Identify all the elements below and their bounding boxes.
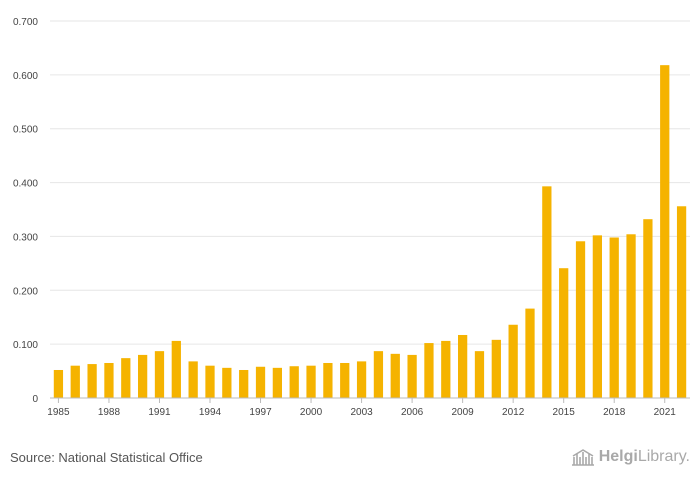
bar-1988 xyxy=(104,362,114,398)
x-tick-label: 1991 xyxy=(148,407,171,418)
bar-2020 xyxy=(643,219,653,398)
x-axis-ticks: 1985 1988 1991 1994 1997 2000 2003 2006 2009 2012… xyxy=(47,398,676,418)
y-tick-label: 0.600 xyxy=(13,71,38,82)
y-axis-ticks: 0 0.100 0.200 0.300 0.400 0.500 0.600 0.700 xyxy=(13,17,38,405)
bar-2013 xyxy=(525,308,535,398)
bar-2008 xyxy=(441,340,451,398)
bar-2012 xyxy=(508,324,518,398)
x-tick-label: 2021 xyxy=(654,407,677,418)
brand-name-light: Library. xyxy=(637,448,690,465)
bar-1989 xyxy=(121,358,131,398)
bar-1987 xyxy=(87,364,97,398)
bar-1993 xyxy=(188,361,198,398)
bar-2002 xyxy=(340,362,350,398)
bar-2014 xyxy=(542,186,552,398)
y-tick-label: 0.400 xyxy=(13,179,38,190)
bar-2011 xyxy=(491,339,501,398)
bar-1992 xyxy=(171,340,181,398)
bar-1998 xyxy=(272,367,282,398)
x-tick-label: 2015 xyxy=(553,407,576,418)
x-tick-label: 2006 xyxy=(401,407,424,418)
bar-2010 xyxy=(474,351,485,398)
bar-2000 xyxy=(306,365,316,398)
y-tick-label: 0.200 xyxy=(13,286,38,297)
y-tick-label: 0 xyxy=(32,394,38,405)
bar-2003 xyxy=(356,361,367,398)
bar-1990 xyxy=(138,354,148,398)
bar-1999 xyxy=(289,366,299,398)
brand-name-bold: Helgi xyxy=(598,448,638,465)
x-tick-label: 2009 xyxy=(452,407,475,418)
x-tick-label: 2000 xyxy=(300,407,323,418)
bar-1991 xyxy=(154,351,165,398)
y-tick-label: 0.700 xyxy=(13,17,38,28)
y-tick-label: 0.300 xyxy=(13,232,38,243)
bar-2016 xyxy=(575,241,586,398)
bar-2009 xyxy=(458,334,468,398)
brand-logo[interactable]: Helgi Library. xyxy=(571,448,690,466)
bar-1986 xyxy=(70,365,80,398)
bar-2021 xyxy=(660,65,670,399)
bar-2017 xyxy=(592,235,602,398)
bar-1985 xyxy=(53,369,64,398)
bar-2007 xyxy=(424,343,434,398)
x-tick-label: 1988 xyxy=(98,407,121,418)
bar-1997 xyxy=(255,366,266,398)
x-tick-label: 1994 xyxy=(199,407,222,418)
bar-1996 xyxy=(239,369,249,398)
bar-2004 xyxy=(373,351,384,398)
y-tick-label: 0.100 xyxy=(13,340,38,351)
x-tick-label: 1997 xyxy=(249,407,272,418)
bar-2015 xyxy=(559,268,569,398)
source-note: Source: National Statistical Office xyxy=(10,450,203,465)
bar-2022 xyxy=(676,206,687,398)
x-tick-label: 2018 xyxy=(603,407,626,418)
bar-1994 xyxy=(205,365,215,398)
x-tick-label: 2012 xyxy=(502,407,525,418)
bar-2019 xyxy=(626,234,636,398)
bar-2001 xyxy=(323,362,333,398)
bars xyxy=(53,65,687,399)
y-tick-label: 0.500 xyxy=(13,125,38,136)
x-tick-label: 2003 xyxy=(350,407,373,418)
library-building-icon xyxy=(571,449,594,466)
bar-2018 xyxy=(609,237,619,398)
bar-chart: 0 0.100 0.200 0.300 0.400 0.500 0.600 0.700 198… xyxy=(13,17,690,418)
bar-2005 xyxy=(390,353,400,398)
bar-1995 xyxy=(222,367,232,398)
gridlines xyxy=(50,20,690,345)
bar-2006 xyxy=(407,354,417,398)
x-tick-label: 1985 xyxy=(47,407,70,418)
